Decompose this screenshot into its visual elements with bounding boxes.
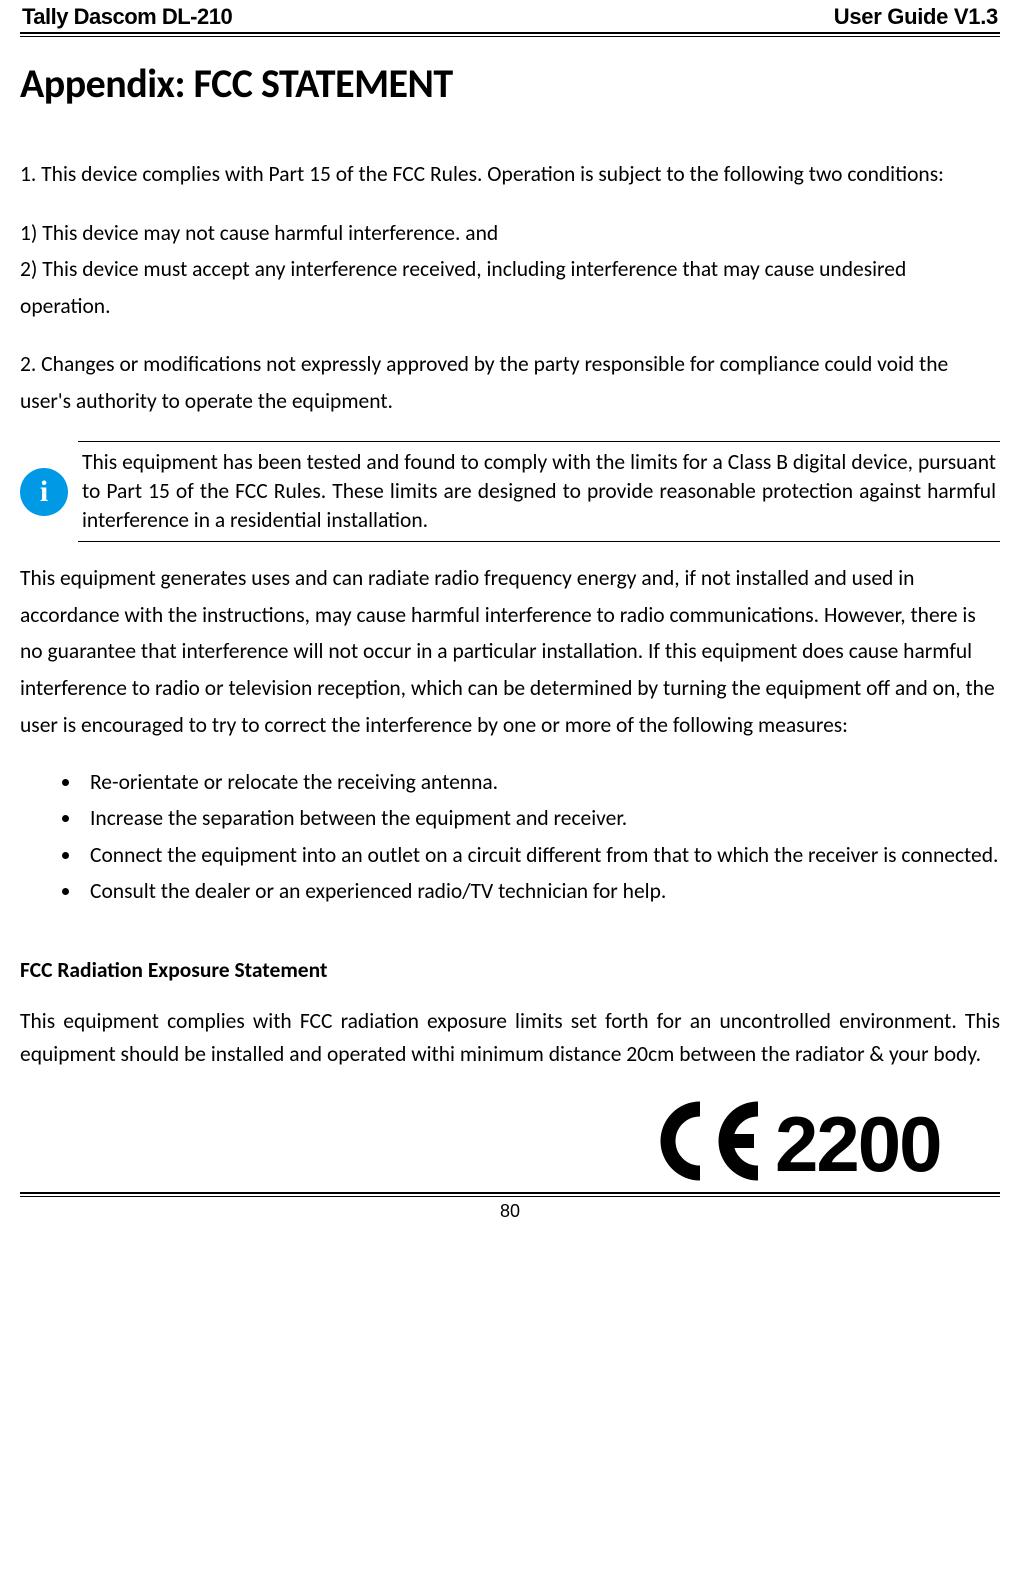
condition-2: 2) This device must accept any interfere… (20, 251, 1000, 324)
paragraph-4: This equipment complies with FCC radiati… (20, 1005, 1000, 1072)
header-rule (20, 32, 1000, 37)
info-callout: i This equipment has been tested and fou… (20, 441, 1000, 542)
info-box-text: This equipment has been tested and found… (78, 441, 1000, 542)
paragraph-2: 2. Changes or modifications not expressl… (20, 346, 1000, 419)
bullet-list: Re-orientate or relocate the receiving a… (20, 765, 1000, 909)
condition-1: 1) This device may not cause harmful int… (20, 215, 1000, 252)
header-left: Tally Dascom DL-210 (22, 4, 232, 30)
footer-rule (20, 1192, 1000, 1197)
paragraph-1: 1. This device complies with Part 15 of … (20, 156, 1000, 193)
doc-header: Tally Dascom DL-210 User Guide V1.3 (20, 0, 1000, 30)
sub-heading: FCC Radiation Exposure Statement (20, 957, 1000, 983)
ce-logo-icon: 2200 (640, 1101, 1000, 1181)
list-item: Increase the separation between the equi… (82, 801, 1000, 835)
page-container: Tally Dascom DL-210 User Guide V1.3 Appe… (0, 0, 1020, 1242)
ce-number-text: 2200 (775, 1101, 941, 1181)
list-item: Re-orientate or relocate the receiving a… (82, 765, 1000, 799)
page-title: Appendix: FCC STATEMENT (20, 59, 1000, 108)
page-number: 80 (20, 1201, 1000, 1222)
header-right: User Guide V1.3 (834, 4, 998, 30)
info-icon: i (20, 468, 68, 516)
list-item: Connect the equipment into an outlet on … (82, 838, 1000, 872)
list-item: Consult the dealer or an experienced rad… (82, 874, 1000, 908)
paragraph-3: This equipment generates uses and can ra… (20, 560, 1000, 743)
info-icon-glyph: i (40, 475, 48, 509)
ce-mark: 2200 (20, 1101, 1000, 1186)
